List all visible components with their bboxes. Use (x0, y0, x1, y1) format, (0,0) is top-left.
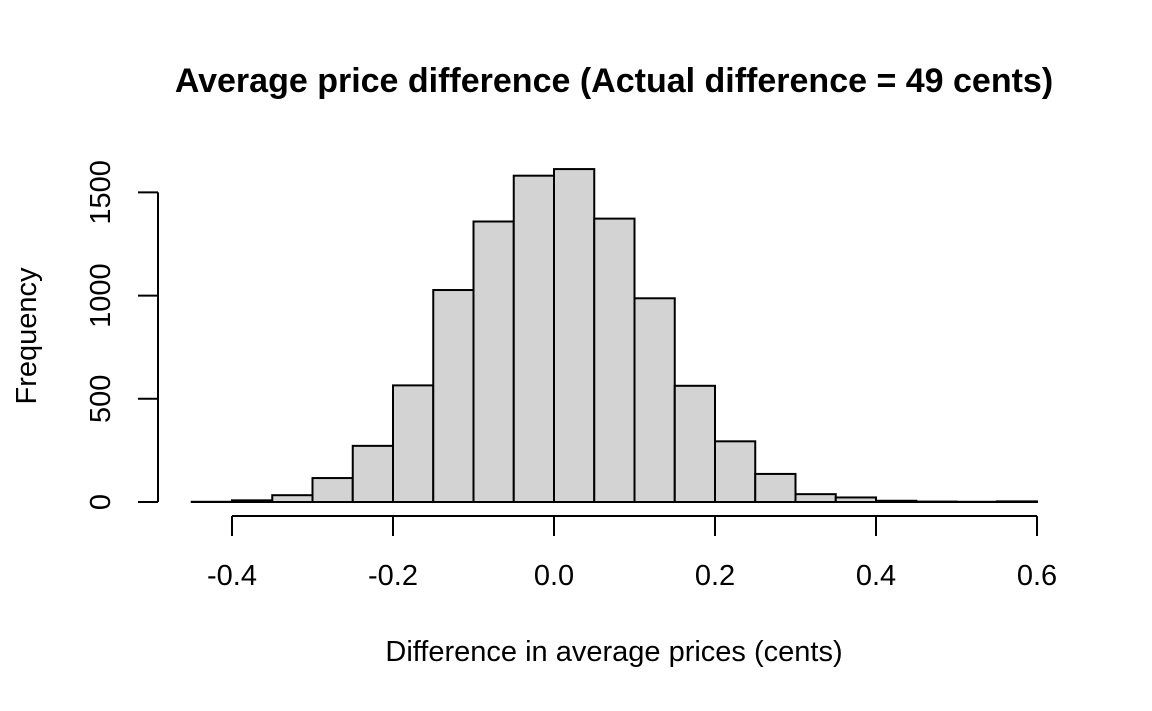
histogram-bar (875, 499, 918, 503)
histogram-bar (231, 499, 274, 503)
y-tick-label: 1500 (85, 160, 117, 225)
chart-title: Average price difference (Actual differe… (175, 62, 1053, 100)
x-tick-label: -0.4 (207, 560, 257, 592)
histogram-bar (271, 494, 314, 504)
x-tick-label: 0.2 (695, 560, 735, 592)
x-axis-label: Difference in average prices (cents) (385, 636, 842, 668)
x-tick-label: -0.2 (368, 560, 418, 592)
histogram-bar (553, 168, 596, 503)
x-tick-label: 0.4 (856, 560, 896, 592)
histogram-bar (472, 220, 515, 503)
histogram-bar (673, 384, 716, 504)
y-axis-label: Frequency (11, 267, 43, 405)
y-axis: 0 500 1000 1500 (85, 160, 159, 510)
y-tick-label: 500 (85, 375, 117, 423)
x-tick-label: 0.6 (1017, 560, 1057, 592)
x-tick-label: 0.0 (534, 560, 574, 592)
histogram-bar (714, 440, 757, 503)
histogram-bar (754, 472, 797, 503)
histogram-bars (190, 168, 1038, 504)
histogram-bar (311, 477, 354, 503)
histogram-bar (995, 500, 1038, 503)
histogram-bar (512, 174, 555, 503)
histogram-bar (432, 289, 475, 503)
histogram-bar (351, 444, 394, 503)
histogram-bar (794, 493, 837, 503)
histogram-bar (834, 496, 877, 503)
y-tick-label: 1000 (85, 263, 117, 328)
histogram-bar (633, 297, 676, 503)
histogram-bar (593, 217, 636, 503)
x-axis: -0.4 -0.2 0.0 0.2 0.4 0.6 (207, 515, 1057, 592)
y-tick-label: 0 (85, 494, 117, 510)
histogram-bar (392, 384, 435, 503)
